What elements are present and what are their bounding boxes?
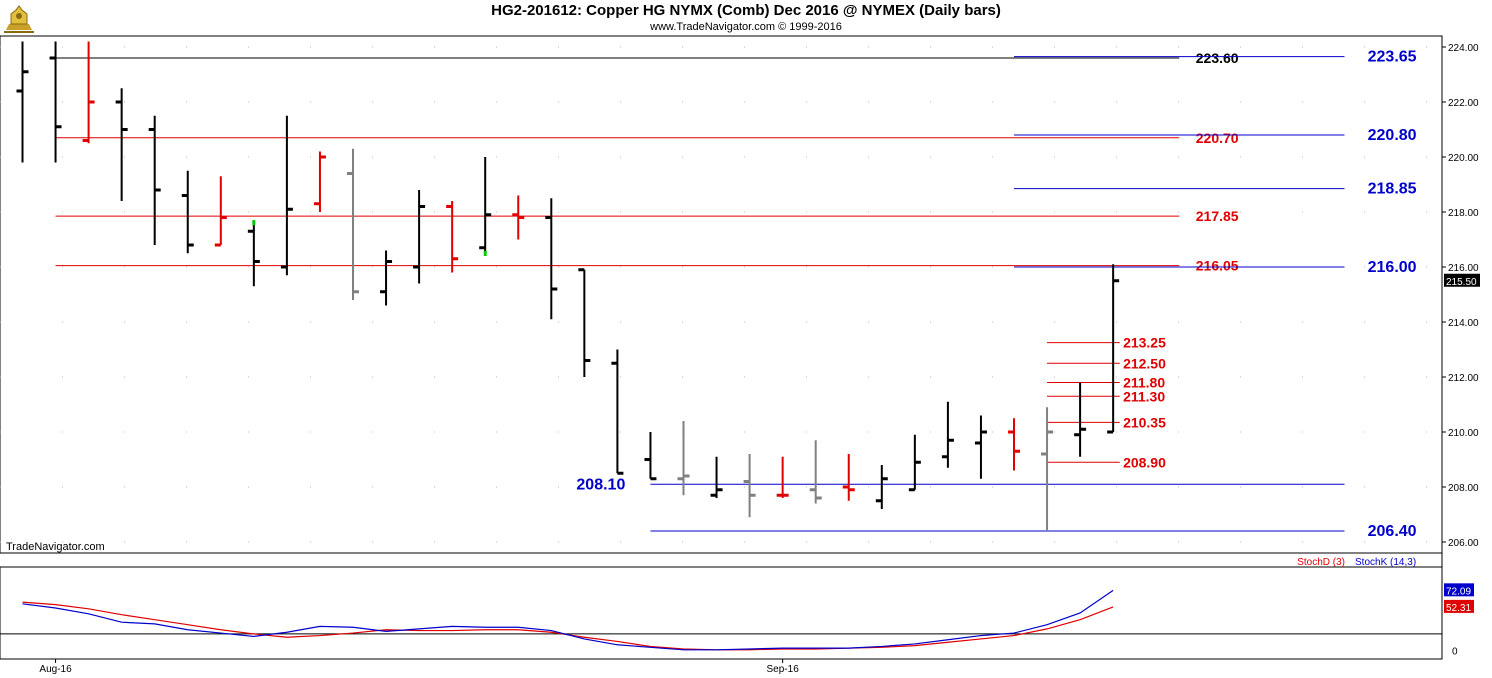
- level-label-6: 218.85: [1368, 181, 1417, 198]
- ohlc-bar: [280, 115, 293, 276]
- x-tick-label: Sep-16: [767, 664, 800, 675]
- level-label-15: 206.40: [1368, 523, 1417, 540]
- ohlc-bar: [611, 349, 624, 475]
- ohlc-bar: [16, 41, 29, 163]
- ohlc-bar: [49, 41, 62, 163]
- ohlc-bar: [875, 465, 888, 509]
- ohlc-bar: [82, 41, 95, 144]
- last-price-label: 215.50: [1446, 277, 1477, 288]
- stochastic-y-tick-label: 0: [1452, 647, 1458, 658]
- level-label-2: 217.85: [1196, 208, 1239, 224]
- ohlc-bar: [743, 454, 756, 518]
- ohlc-bar: [776, 456, 789, 498]
- level-label-9: 212.50: [1123, 355, 1166, 371]
- ohlc-bar: [313, 151, 326, 212]
- trade-navigator-logo: [4, 5, 34, 33]
- ohlc-bar: [214, 176, 227, 247]
- ohlc-bar: [512, 195, 525, 240]
- price-grid: [0, 35, 1443, 554]
- y-tick-label: 220.00: [1448, 153, 1479, 164]
- ohlc-bar: [148, 115, 161, 245]
- y-tick-label: 218.00: [1448, 208, 1479, 219]
- stochastic-value-label-1: 72.09: [1446, 586, 1471, 597]
- level-label-3: 216.05: [1196, 258, 1239, 274]
- y-tick-label: 208.00: [1448, 483, 1479, 494]
- level-label-5: 220.80: [1368, 127, 1417, 144]
- watermark: TradeNavigator.com: [6, 541, 105, 553]
- ohlc-bar: [578, 268, 591, 377]
- level-label-1: 220.70: [1196, 130, 1239, 146]
- y-tick-label: 222.00: [1448, 98, 1479, 109]
- ohlc-bar: [247, 220, 260, 287]
- ohlc-bar: [545, 198, 558, 320]
- chart-title: HG2-201612: Copper HG NYMX (Comb) Dec 20…: [491, 2, 1001, 19]
- ohlc-bar: [644, 432, 657, 481]
- chart-subtitle: www.TradeNavigator.com © 1999-2016: [650, 21, 842, 33]
- ohlc-bar: [941, 401, 954, 468]
- ohlc-bar: [842, 454, 855, 501]
- level-label-8: 213.25: [1123, 335, 1166, 351]
- level-label-13: 208.90: [1123, 454, 1166, 470]
- price-axis: 206.00 208.00 210.00 212.00 214.00 216.00 218.…: [1441, 36, 1480, 659]
- y-tick-label: 224.00: [1448, 43, 1479, 54]
- level-label-11: 211.30: [1123, 388, 1165, 404]
- ohlc-bar: [380, 250, 393, 306]
- level-label-12: 210.35: [1123, 414, 1166, 430]
- y-tick-label: 216.00: [1448, 263, 1479, 274]
- y-tick-label: 214.00: [1448, 318, 1479, 329]
- ohlc-bar: [908, 434, 921, 492]
- ohlc-bar: [974, 415, 987, 479]
- level-label-4: 223.65: [1368, 49, 1417, 66]
- ohlc-bar: [1074, 382, 1087, 457]
- ohlc-bar: [1041, 407, 1054, 531]
- ohlc-bar: [1107, 264, 1120, 434]
- x-tick-label: Aug-16: [39, 664, 72, 675]
- price-panel-border: [0, 35, 1443, 554]
- ohlc-bar: [710, 456, 723, 498]
- level-label-7: 216.00: [1368, 259, 1417, 276]
- stochastic-panel: 0 52.31 72.09 StochD (3) StochK (14,3): [0, 557, 1474, 660]
- legend-stochd: StochD (3): [1297, 557, 1345, 568]
- ohlc-bar: [413, 190, 426, 284]
- stochastic-value-label-0: 52.31: [1446, 603, 1471, 614]
- stochastic-value-box-1: [1444, 583, 1474, 597]
- y-tick-label: 206.00: [1448, 538, 1479, 549]
- stochastic-value-box-0: [1444, 599, 1474, 613]
- stochastic-line-0: [22, 601, 1114, 651]
- level-label-14: 208.10: [576, 476, 625, 493]
- y-tick-label: 210.00: [1448, 428, 1479, 439]
- ohlc-bar: [446, 201, 459, 273]
- price-bars: [16, 41, 1120, 531]
- level-label-0: 223.60: [1196, 50, 1239, 66]
- legend-stochk: StochK (14,3): [1355, 557, 1416, 568]
- ohlc-bar: [1008, 418, 1020, 471]
- ohlc-bar: [347, 148, 359, 300]
- ohlc-bar: [181, 170, 194, 254]
- stochastic-panel-border: [0, 566, 1443, 660]
- y-tick-label: 212.00: [1448, 373, 1479, 384]
- last-price-box: [1444, 273, 1480, 287]
- ohlc-bar: [115, 88, 128, 201]
- ohlc-bar: [479, 157, 492, 256]
- date-axis: Aug-16 Sep-16: [39, 659, 799, 675]
- ohlc-bar: [809, 440, 822, 504]
- price-levels: 223.60 220.70 217.85 216.05 223.65 220.80 218.…: [55, 49, 1417, 540]
- ohlc-bar: [677, 421, 690, 496]
- stochastic-line-1: [22, 589, 1114, 651]
- level-label-10: 211.80: [1123, 375, 1165, 391]
